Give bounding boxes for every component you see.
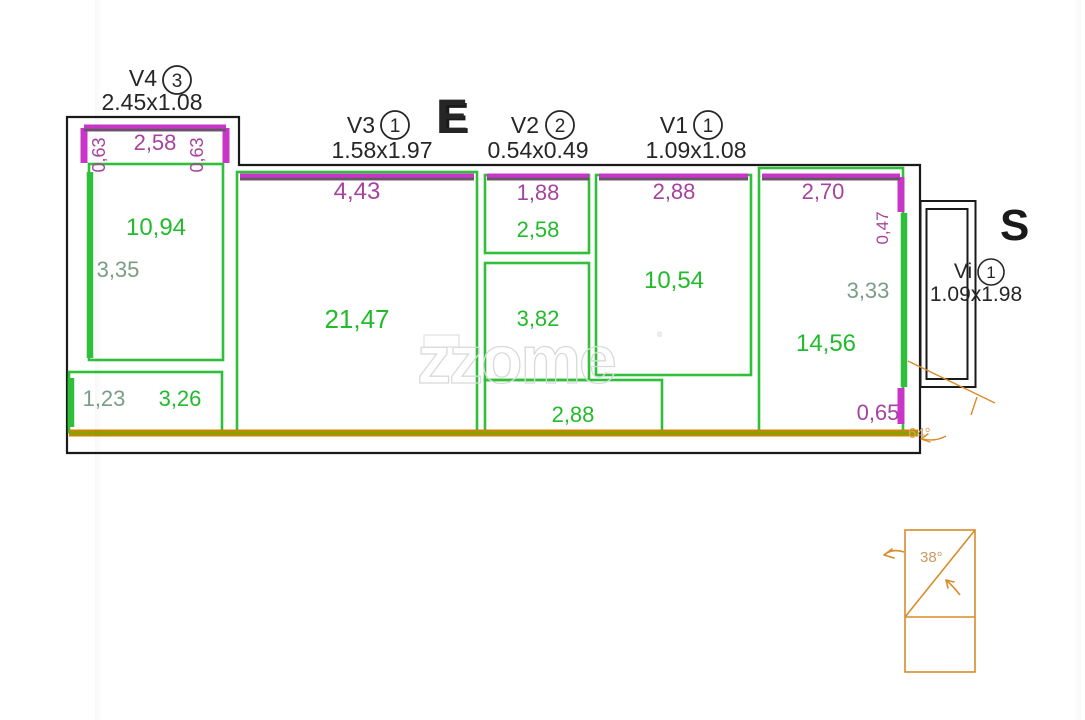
svg-text:2: 2 bbox=[555, 116, 566, 137]
svg-text:21,47: 21,47 bbox=[324, 304, 389, 334]
svg-text:1: 1 bbox=[703, 116, 714, 137]
svg-text:®: ® bbox=[657, 331, 663, 339]
svg-text:14,56: 14,56 bbox=[796, 330, 856, 357]
svg-text:3,26: 3,26 bbox=[159, 386, 202, 411]
svg-text:0,63: 0,63 bbox=[187, 137, 207, 172]
svg-text:64°: 64° bbox=[908, 425, 931, 442]
svg-text:V4: V4 bbox=[129, 65, 157, 91]
svg-text:2,58: 2,58 bbox=[134, 130, 177, 155]
svg-text:0,47: 0,47 bbox=[873, 211, 892, 244]
svg-text:S: S bbox=[1000, 201, 1029, 250]
svg-text:1,23: 1,23 bbox=[83, 386, 126, 411]
svg-text:2,70: 2,70 bbox=[802, 179, 845, 204]
svg-text:zzome: zzome bbox=[417, 322, 615, 398]
svg-text:2.45x1.08: 2.45x1.08 bbox=[101, 89, 202, 115]
svg-text:0.54x0.49: 0.54x0.49 bbox=[487, 137, 588, 163]
svg-text:E: E bbox=[436, 91, 468, 144]
svg-text:Vi: Vi bbox=[954, 260, 972, 283]
svg-text:V1: V1 bbox=[660, 112, 688, 138]
svg-text:1.09x1.98: 1.09x1.98 bbox=[930, 283, 1022, 306]
svg-text:1.58x1.97: 1.58x1.97 bbox=[331, 137, 432, 163]
svg-text:10,94: 10,94 bbox=[126, 214, 186, 241]
svg-text:V2: V2 bbox=[511, 112, 539, 138]
svg-text:0,65: 0,65 bbox=[857, 400, 900, 425]
svg-text:1.09x1.08: 1.09x1.08 bbox=[645, 137, 746, 163]
svg-text:2,88: 2,88 bbox=[552, 402, 595, 427]
svg-text:1,88: 1,88 bbox=[517, 180, 560, 205]
svg-text:4,43: 4,43 bbox=[334, 178, 381, 205]
svg-text:2,88: 2,88 bbox=[653, 179, 696, 204]
svg-text:1: 1 bbox=[986, 263, 995, 282]
svg-text:1: 1 bbox=[390, 116, 401, 137]
svg-text:10,54: 10,54 bbox=[644, 267, 704, 294]
svg-text:38°: 38° bbox=[920, 549, 943, 566]
svg-text:V3: V3 bbox=[347, 112, 375, 138]
svg-text:3,35: 3,35 bbox=[97, 257, 140, 282]
svg-text:2,58: 2,58 bbox=[517, 217, 560, 242]
svg-text:3,82: 3,82 bbox=[517, 306, 560, 331]
svg-text:3,33: 3,33 bbox=[847, 278, 890, 303]
